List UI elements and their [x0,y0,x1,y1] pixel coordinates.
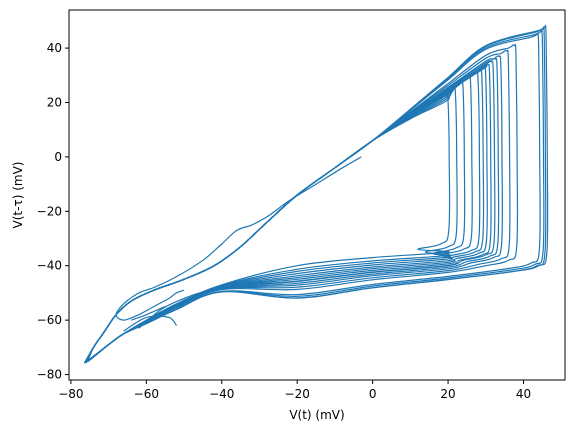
x-tick-label: −20 [285,387,310,401]
series-line-loop [86,71,481,362]
y-tick-label: −20 [37,204,62,218]
series-line-loop [85,26,547,363]
series-line-loop [85,43,519,363]
y-tick-label: 40 [47,41,62,55]
x-axis-label: V(t) (mV) [289,408,344,422]
series-line-loop [83,68,485,364]
series-line-loop [86,24,549,362]
x-tick-label: 40 [516,387,531,401]
series-line-loop [86,55,504,362]
series-line-loop [85,90,451,363]
series-layer [83,24,549,364]
series-line-spur [131,305,166,321]
y-tick-label: −80 [37,368,62,382]
series-line-loop [85,74,473,363]
x-tick-label: −60 [134,387,159,401]
series-line-loop [83,79,466,364]
series-line-loop [86,85,458,362]
y-axis-ticks: −80 −60 −40 −20 0 20 40 [37,41,69,382]
x-tick-label: −80 [58,387,83,401]
y-tick-label: 20 [47,96,62,110]
x-axis-ticks: −80 −60 −40 −20 0 20 40 [58,380,531,401]
axes-frame [68,9,566,381]
x-tick-label: 0 [369,387,377,401]
series-line-transient [115,156,362,321]
y-axis-label: V(t-τ) (mV) [11,162,25,229]
y-tick-label: −40 [37,259,62,273]
y-tick-label: −60 [37,313,62,327]
x-tick-label: 20 [440,387,455,401]
series-line-loop [83,29,545,364]
x-tick-label: −40 [209,387,234,401]
y-tick-label: 0 [54,150,62,164]
